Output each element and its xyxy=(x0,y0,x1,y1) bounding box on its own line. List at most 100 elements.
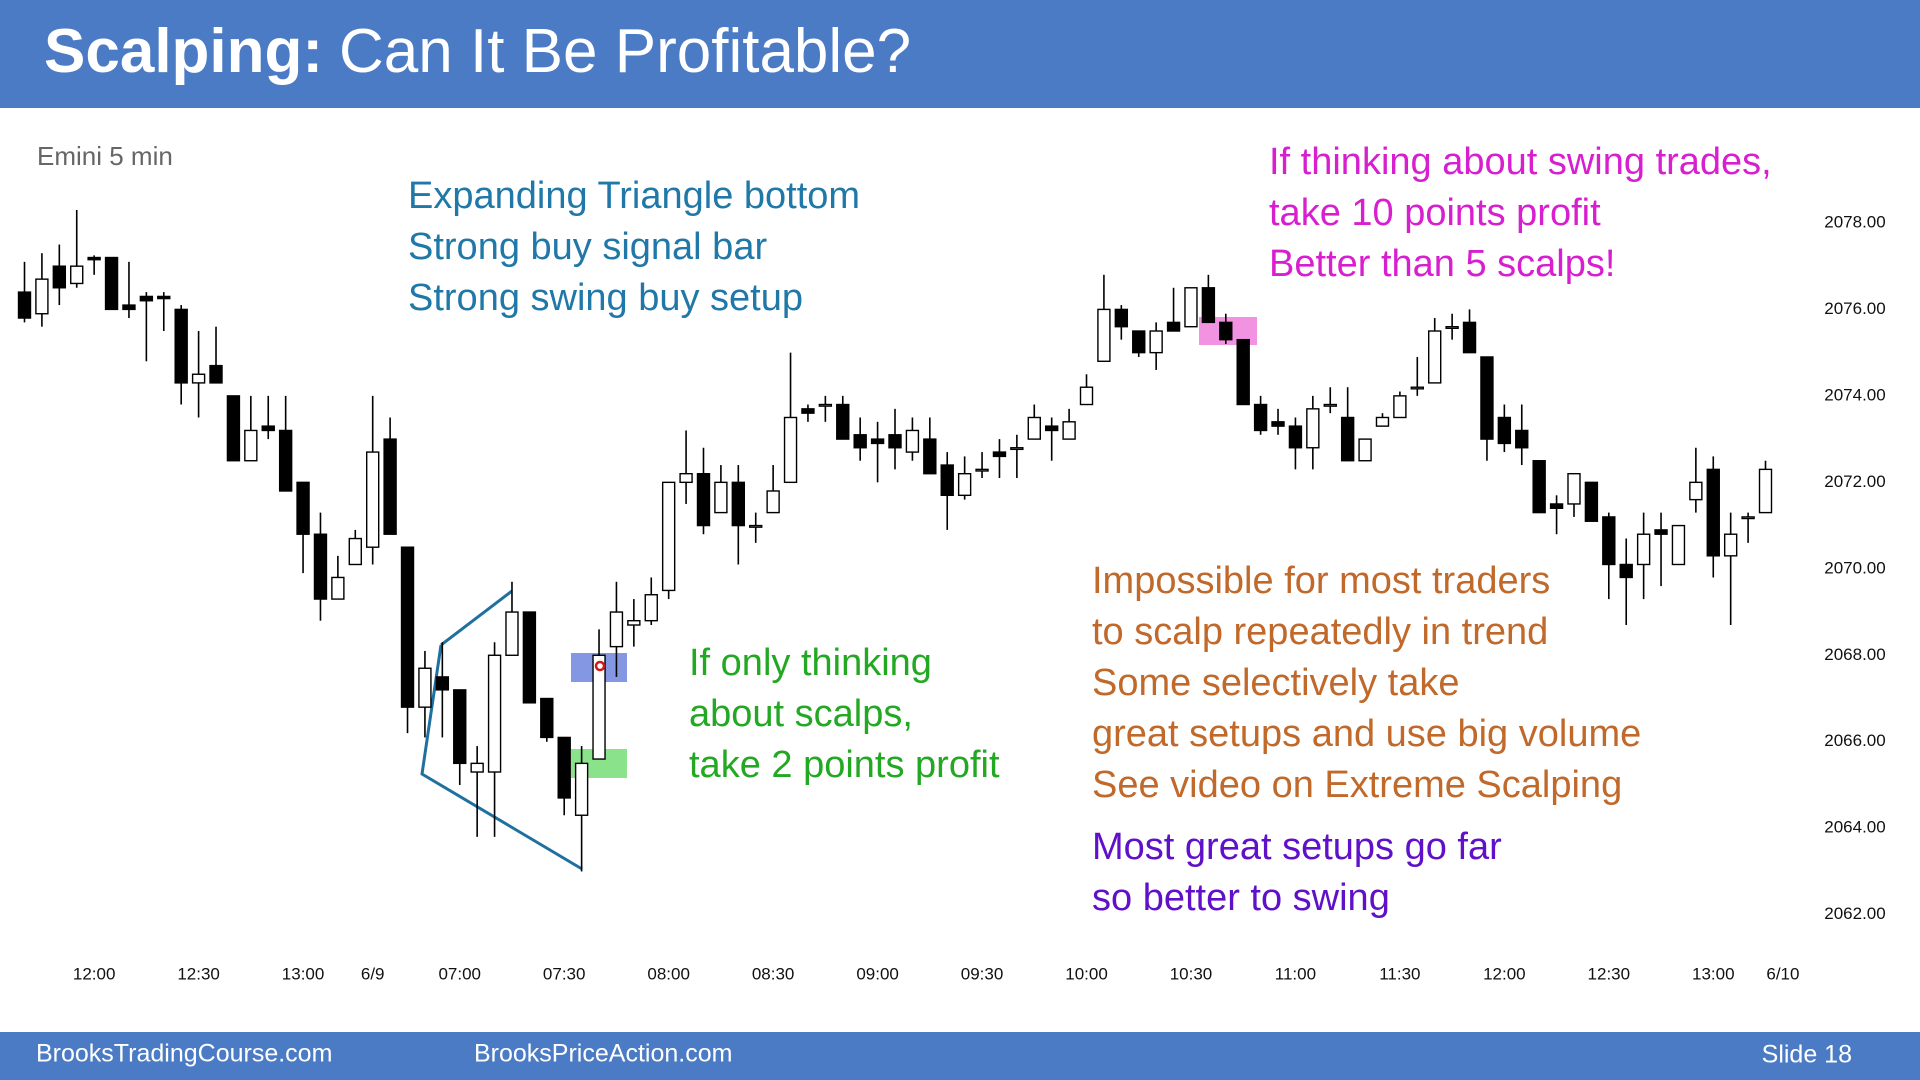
x-tick-label: 07:00 xyxy=(438,964,481,983)
candle-body xyxy=(1062,421,1076,440)
y-tick-label: 2076.00 xyxy=(1824,299,1885,318)
x-tick-label: 07:30 xyxy=(543,964,586,983)
candle-body xyxy=(1132,330,1146,354)
candle-body xyxy=(1219,321,1233,341)
candle-body xyxy=(1584,481,1599,522)
x-tick-label: 12:30 xyxy=(1588,964,1631,983)
candle-body xyxy=(627,619,641,626)
candle-body xyxy=(592,654,606,760)
title-bold: Scalping: xyxy=(44,17,323,86)
candle-body xyxy=(17,291,32,319)
annotation-line: so better to swing xyxy=(1092,877,1390,919)
footer-center: BrooksPriceAction.com xyxy=(474,1040,732,1068)
candle-body xyxy=(104,256,119,311)
x-tick-label: 12:00 xyxy=(1483,964,1526,983)
candle-body xyxy=(870,438,885,445)
chart-subtitle: Emini 5 min xyxy=(37,141,173,171)
candle-body xyxy=(1184,287,1198,328)
candle-body xyxy=(1410,386,1425,390)
candle-body xyxy=(731,481,746,527)
candle-body xyxy=(505,611,519,656)
candle-body xyxy=(749,524,763,528)
annotation-line: take 2 points profit xyxy=(689,744,1000,786)
candle-body xyxy=(1480,356,1494,440)
triangle-line xyxy=(420,644,583,871)
candle-body xyxy=(1358,438,1372,462)
candle-body xyxy=(261,425,275,432)
annotation-line: Expanding Triangle bottom xyxy=(408,175,860,217)
candle-body xyxy=(609,611,624,648)
annotation-line: to scalp repeatedly in trend xyxy=(1092,611,1548,653)
candle-body xyxy=(766,490,780,514)
candle-body xyxy=(1532,460,1546,514)
candle-body xyxy=(1010,447,1024,451)
candle-body xyxy=(1253,403,1268,432)
y-tick-label: 2068.00 xyxy=(1824,645,1885,664)
candle-body xyxy=(1602,516,1616,566)
y-tick-label: 2062.00 xyxy=(1824,904,1885,923)
candle-body xyxy=(1027,416,1041,440)
x-tick-label: 12:30 xyxy=(177,964,220,983)
footer-bar xyxy=(0,1032,1920,1080)
annotation-line: See video on Extreme Scalping xyxy=(1092,764,1622,806)
candle-body xyxy=(278,429,293,492)
candle-body xyxy=(1549,503,1564,509)
candle-body xyxy=(122,304,136,311)
candle-body xyxy=(1706,468,1720,557)
candle-body xyxy=(783,416,798,484)
candle-body xyxy=(1236,338,1250,406)
candle-body xyxy=(157,295,171,300)
x-tick-label: 09:00 xyxy=(856,964,899,983)
candle-body xyxy=(470,762,484,773)
annotation-line: Impossible for most traders xyxy=(1092,560,1550,602)
signal-dot xyxy=(594,660,606,672)
y-tick-label: 2066.00 xyxy=(1824,731,1885,750)
y-tick-label: 2074.00 xyxy=(1824,385,1885,404)
candle-body xyxy=(714,481,728,514)
x-tick-label: 6/10 xyxy=(1766,964,1799,983)
candle-body xyxy=(1723,533,1738,557)
candle-body xyxy=(540,697,554,739)
candle-body xyxy=(1654,529,1668,535)
x-tick-label: 10:00 xyxy=(1065,964,1108,983)
candle-body xyxy=(1288,425,1303,449)
candle-body xyxy=(1166,321,1181,332)
candle-body xyxy=(1689,481,1703,501)
candle-body xyxy=(453,689,467,765)
header-bar xyxy=(0,0,1920,108)
candle-body xyxy=(1567,472,1581,505)
candle-body xyxy=(70,265,84,285)
annotation-line: Strong buy signal bar xyxy=(408,226,767,268)
x-tick-label: 12:00 xyxy=(73,964,116,983)
slide-number: Slide 18 xyxy=(1762,1041,1852,1069)
candle-body xyxy=(836,403,850,440)
candle-body xyxy=(696,472,711,527)
y-tick-label: 2070.00 xyxy=(1824,558,1885,577)
x-tick-label: 11:00 xyxy=(1275,964,1316,983)
candle-body xyxy=(1741,516,1755,520)
candle-body xyxy=(1462,321,1477,354)
x-tick-label: 11:30 xyxy=(1379,964,1420,983)
candle-body xyxy=(1497,416,1512,445)
candle-body xyxy=(174,308,188,384)
candle-body xyxy=(1515,429,1529,449)
annotation-line: about scalps, xyxy=(689,693,913,735)
plot xyxy=(17,209,1773,872)
annotation-line: Some selectively take xyxy=(1092,662,1460,704)
candle-body xyxy=(139,295,154,302)
candle-body xyxy=(1636,533,1651,566)
candle-body xyxy=(644,594,658,622)
candle-body xyxy=(1428,330,1442,384)
candle-body xyxy=(52,265,67,289)
annotation-line: Better than 5 scalps! xyxy=(1269,243,1615,285)
y-tick-label: 2064.00 xyxy=(1824,818,1885,837)
y-tick-label: 2078.00 xyxy=(1824,212,1885,231)
candle-body xyxy=(522,611,537,704)
candle-body xyxy=(957,472,972,497)
candle-body xyxy=(818,403,833,407)
candle-body xyxy=(366,451,380,548)
candle-body xyxy=(331,576,345,600)
candle-body xyxy=(244,429,258,462)
candle-body xyxy=(923,438,937,475)
